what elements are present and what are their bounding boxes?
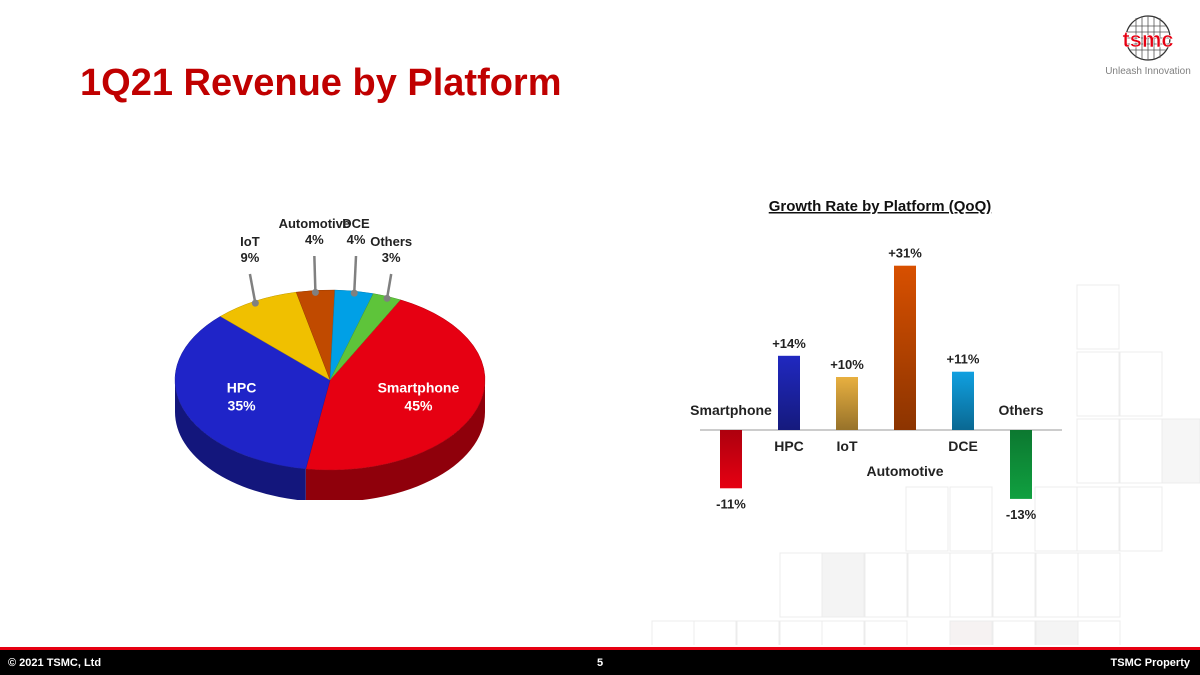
pie-label-automotive: Automotive: [279, 216, 351, 231]
logo-wordmark: tsmc: [1122, 27, 1173, 52]
bar-category-dce: DCE: [948, 438, 978, 454]
pie-leader-dot-automotive: [311, 288, 319, 296]
bar-value-others: -13%: [1006, 507, 1037, 522]
pie-leader-dot-iot: [251, 299, 259, 307]
page-title: 1Q21 Revenue by Platform: [80, 62, 562, 104]
pie-side-hpc: [175, 380, 306, 500]
logo-tagline: Unleash Innovation: [1105, 66, 1191, 77]
bar-category-automotive: Automotive: [867, 463, 944, 479]
revenue-pie-chart: Smartphone45%HPC35%IoT9%Automotive4%DCE4…: [174, 216, 486, 500]
bar-chart-title: Growth Rate by Platform (QoQ): [769, 198, 992, 215]
bar-iot: [836, 377, 858, 430]
bar-smartphone: [720, 430, 742, 489]
bar-category-others: Others: [998, 402, 1043, 418]
pie-side-smartphone: [305, 380, 485, 500]
pie-value-others: 3%: [382, 250, 401, 265]
pie-leader-dot-dce: [350, 289, 358, 297]
property-text: TSMC Property: [1110, 657, 1190, 669]
pie-value-iot: 9%: [241, 250, 260, 265]
bar-category-hpc: HPC: [774, 438, 804, 454]
footer-bar: © 2021 TSMC, Ltd 5 TSMC Property: [0, 650, 1200, 675]
pie-leader-dce: [352, 255, 358, 294]
pie-value-dce: 4%: [347, 232, 366, 247]
background-tiles: [651, 284, 1163, 645]
bar-value-automotive: +31%: [888, 246, 922, 261]
bar-category-iot: IoT: [837, 438, 858, 454]
pie-top: [174, 289, 486, 471]
bar-value-iot: +10%: [830, 357, 864, 372]
bar-dce: [952, 371, 974, 430]
pie-label-others: Others: [370, 234, 412, 249]
pie-labels: Smartphone45%HPC35%IoT9%Automotive4%DCE4…: [227, 216, 460, 414]
growth-bar-chart: Growth Rate by Platform (QoQ) -11% Smartph…: [690, 198, 1062, 522]
footer-accent-line: [0, 647, 1200, 650]
bar-others: [1010, 430, 1032, 499]
bar-value-smartphone: -11%: [716, 496, 746, 511]
pie-label-smartphone: Smartphone: [378, 380, 460, 396]
pie-sides: [175, 380, 485, 500]
page-number: 5: [596, 657, 604, 669]
bar-value-dce: +11%: [947, 352, 980, 367]
bar-value-hpc: +14%: [772, 336, 806, 351]
pie-value-hpc: 35%: [228, 398, 257, 414]
pie-leader-automotive: [313, 255, 317, 293]
pie-slice-smartphone: [305, 299, 486, 471]
pie-leader-dot-others: [383, 294, 391, 302]
pie-leader-others: [385, 273, 393, 299]
pie-label-iot: IoT: [240, 234, 260, 249]
pie-slice-hpc: [174, 316, 331, 470]
pie-value-automotive: 4%: [305, 232, 324, 247]
bar-hpc: [778, 355, 800, 430]
bar-category-smartphone: Smartphone: [690, 402, 772, 418]
tsmc-logo: tsmc: [1122, 15, 1174, 61]
bar-automotive: [894, 265, 916, 430]
pie-value-smartphone: 45%: [404, 398, 433, 414]
pie-leader-iot: [248, 273, 257, 304]
pie-label-hpc: HPC: [227, 380, 257, 396]
copyright-text: © 2021 TSMC, Ltd: [8, 657, 102, 669]
pie-label-dce: DCE: [342, 216, 370, 231]
